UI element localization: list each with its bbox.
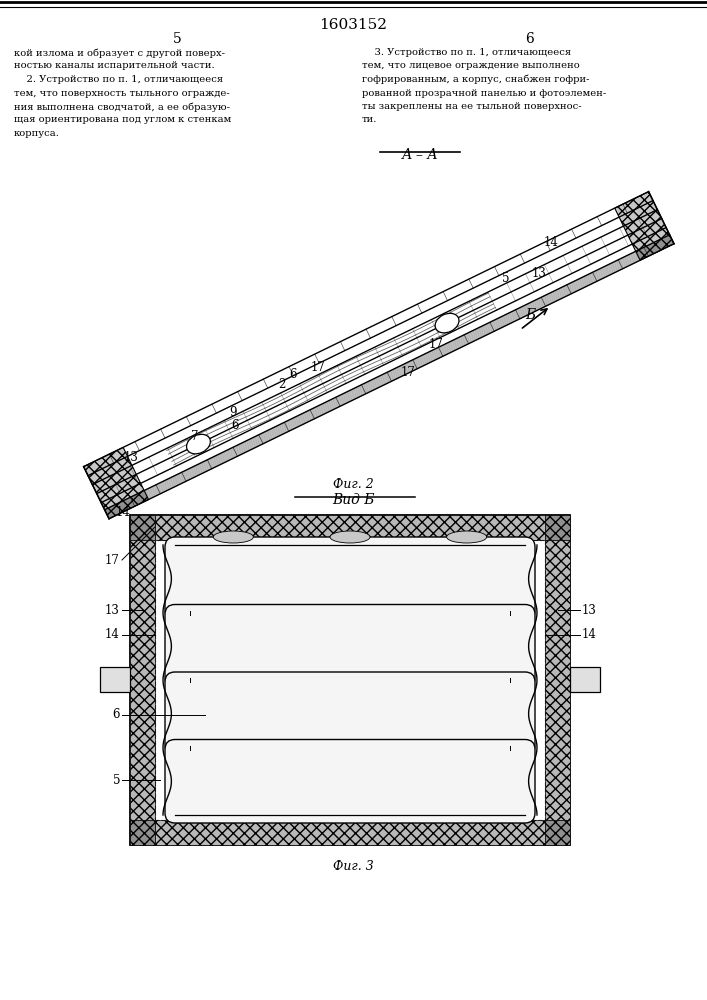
FancyBboxPatch shape — [165, 740, 535, 823]
Text: 6: 6 — [525, 32, 534, 46]
Polygon shape — [545, 820, 570, 845]
Text: А – А: А – А — [402, 148, 438, 162]
Text: 17: 17 — [311, 361, 326, 374]
Text: 2. Устройство по п. 1, отличающееся: 2. Устройство по п. 1, отличающееся — [14, 75, 223, 84]
FancyBboxPatch shape — [165, 537, 535, 620]
Text: 17: 17 — [401, 366, 416, 379]
Text: Вид Б: Вид Б — [332, 493, 374, 507]
Polygon shape — [545, 515, 570, 540]
Polygon shape — [545, 540, 570, 820]
FancyBboxPatch shape — [165, 672, 535, 756]
Text: 13: 13 — [124, 451, 139, 464]
Polygon shape — [155, 820, 545, 845]
Ellipse shape — [447, 531, 486, 543]
Polygon shape — [130, 820, 155, 845]
Text: ния выполнена сводчатой, а ее образую-: ния выполнена сводчатой, а ее образую- — [14, 102, 230, 111]
Text: 5: 5 — [173, 32, 182, 46]
Text: 2: 2 — [279, 378, 286, 391]
Text: 6: 6 — [232, 419, 239, 432]
Polygon shape — [83, 447, 148, 519]
Text: 3. Устройство по п. 1, отличающееся: 3. Устройство по п. 1, отличающееся — [362, 48, 571, 57]
Text: 13: 13 — [105, 603, 120, 616]
Text: 14: 14 — [544, 236, 559, 249]
Text: тем, что поверхность тыльного огражде-: тем, что поверхность тыльного огражде- — [14, 89, 230, 98]
Text: 13: 13 — [582, 603, 597, 616]
Text: Фиг. 2: Фиг. 2 — [332, 478, 373, 491]
Text: Б: Б — [525, 308, 535, 322]
Text: ти.: ти. — [362, 115, 378, 124]
Polygon shape — [130, 540, 155, 820]
Text: 14: 14 — [105, 629, 120, 642]
Bar — [570, 667, 600, 692]
Text: 17: 17 — [429, 338, 444, 351]
Bar — [130, 515, 570, 845]
Text: щая ориентирована под углом к стенкам: щая ориентирована под углом к стенкам — [14, 115, 231, 124]
Text: 9: 9 — [230, 406, 237, 419]
Text: 14: 14 — [582, 629, 597, 642]
Polygon shape — [614, 192, 674, 260]
Bar — [155, 540, 545, 820]
Text: 1603152: 1603152 — [319, 18, 387, 32]
Text: гофрированным, а корпус, снабжен гофри-: гофрированным, а корпус, снабжен гофри- — [362, 75, 590, 85]
Text: 6: 6 — [112, 708, 120, 722]
Ellipse shape — [330, 531, 370, 543]
Text: рованной прозрачной панелью и фотоэлемен-: рованной прозрачной панелью и фотоэлемен… — [362, 89, 606, 98]
Text: Фиг. 3: Фиг. 3 — [332, 860, 373, 873]
Text: корпуса.: корпуса. — [14, 129, 60, 138]
Text: тем, что лицевое ограждение выполнено: тем, что лицевое ограждение выполнено — [362, 62, 580, 70]
Text: ты закреплены на ее тыльной поверхнос-: ты закреплены на ее тыльной поверхнос- — [362, 102, 582, 111]
Bar — [100, 667, 130, 692]
Polygon shape — [155, 515, 545, 540]
Text: 7: 7 — [191, 430, 198, 443]
Text: 6: 6 — [288, 368, 296, 381]
Text: 5: 5 — [112, 774, 120, 786]
Text: кой излома и образует с другой поверх-: кой излома и образует с другой поверх- — [14, 48, 225, 57]
Text: ностью каналы испарительной части.: ностью каналы испарительной части. — [14, 62, 215, 70]
Text: 14: 14 — [116, 506, 131, 519]
Text: 5: 5 — [502, 272, 510, 285]
Ellipse shape — [187, 434, 211, 454]
FancyBboxPatch shape — [165, 604, 535, 688]
Ellipse shape — [214, 531, 253, 543]
Ellipse shape — [435, 313, 459, 333]
Polygon shape — [130, 515, 155, 540]
Text: 13: 13 — [532, 267, 547, 280]
Text: 17: 17 — [105, 554, 120, 566]
